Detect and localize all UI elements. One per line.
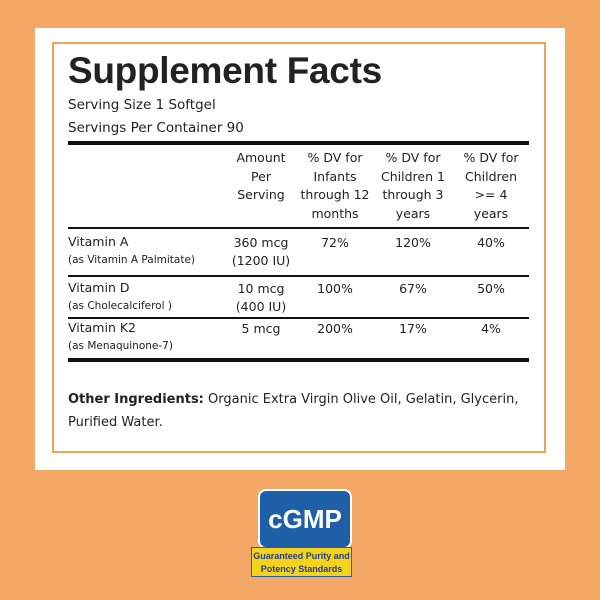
nutrient-source: (as Vitamin A Palmitate)	[68, 254, 195, 266]
daily-value: 100%	[317, 281, 353, 296]
amount: 5 mcg	[241, 321, 281, 336]
nutrient-name: Vitamin D	[68, 280, 130, 295]
column-header: Infants	[313, 168, 357, 184]
rule	[68, 141, 529, 145]
rule	[68, 317, 529, 319]
column-header: years	[473, 205, 509, 221]
other-ingredients-label: Other Ingredients:	[68, 392, 204, 407]
column-header: Per	[251, 168, 271, 184]
rule	[68, 227, 529, 229]
column-header: % DV for	[307, 150, 363, 165]
rule	[68, 275, 529, 277]
nutrient-name: Vitamin A	[68, 234, 129, 249]
other-ingredients-text: Organic Extra Virgin Olive Oil, Gelatin,…	[68, 392, 519, 430]
column-header: Amount	[236, 150, 286, 165]
column-header: months	[311, 205, 359, 221]
daily-value: 120%	[395, 235, 431, 250]
amount: (1200 IU)	[231, 253, 291, 268]
serving-size: Serving Size 1 Softgel	[68, 97, 216, 113]
daily-value: 17%	[399, 321, 427, 336]
amount: 10 mcg	[237, 281, 285, 296]
amount: 360 mcg	[233, 235, 289, 250]
nutrient-source: (as Menaquinone-7)	[68, 340, 173, 352]
column-header: through 3	[382, 187, 444, 202]
servings-per-container: Servings Per Container 90	[68, 120, 244, 136]
column-header: Children	[464, 168, 517, 184]
cgmp-badge: cGMP	[258, 489, 352, 549]
column-header: % DV for	[463, 150, 519, 165]
daily-value: 72%	[321, 235, 349, 250]
label-frame	[52, 42, 546, 453]
column-header: years	[395, 205, 431, 221]
daily-value: 50%	[477, 281, 505, 296]
daily-value: 40%	[477, 235, 505, 250]
daily-value: 200%	[317, 321, 353, 336]
nutrient-name: Vitamin K2	[68, 320, 137, 335]
column-header: % DV for	[385, 150, 441, 165]
daily-value: 4%	[481, 321, 501, 336]
amount: (400 IU)	[235, 299, 287, 314]
column-header: Serving	[237, 187, 285, 202]
label-card	[35, 28, 565, 470]
column-header: through 12	[300, 187, 370, 202]
column-header: >= 4	[474, 187, 508, 202]
rule	[68, 358, 529, 362]
cgmp-subtitle: Guaranteed Purity and Potency Standards	[251, 547, 352, 577]
other-ingredients: Other Ingredients: Organic Extra Virgin …	[68, 388, 538, 434]
title: Supplement Facts	[68, 50, 382, 91]
daily-value: 67%	[399, 281, 427, 296]
nutrient-source: (as Cholecalciferol )	[68, 300, 172, 312]
column-header: Children 1	[381, 168, 445, 184]
